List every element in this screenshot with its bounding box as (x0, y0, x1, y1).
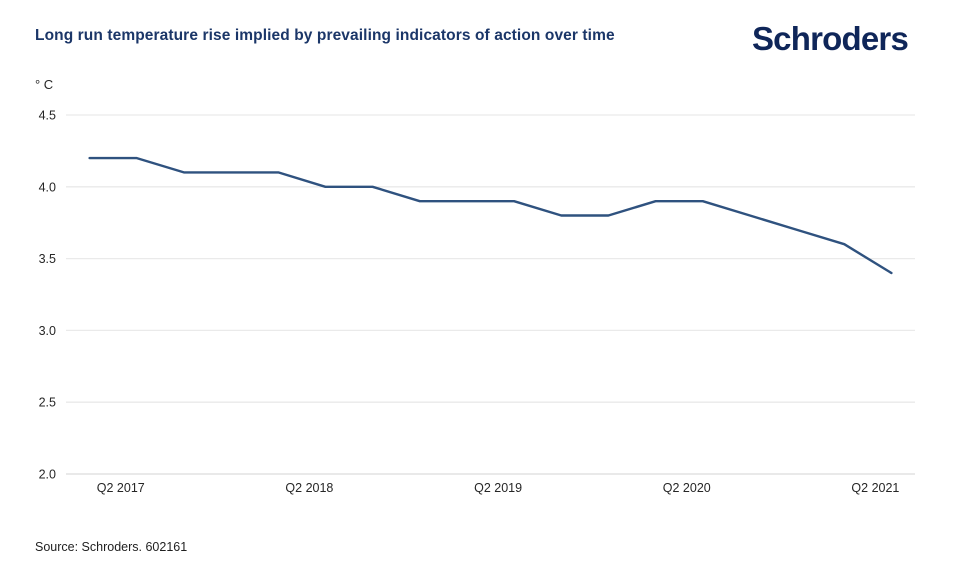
page-title: Long run temperature rise implied by pre… (35, 27, 615, 44)
x-axis-tick-label: Q2 2018 (285, 481, 333, 495)
x-axis-tick-label: Q2 2020 (663, 481, 711, 495)
source-note: Source: Schroders. 602161 (35, 540, 188, 554)
y-axis-tick-label: 2.5 (39, 396, 56, 410)
x-axis-tick-label: Q2 2019 (474, 481, 522, 495)
y-axis-tick-label: 4.0 (39, 180, 56, 194)
y-axis-tick-label: 3.5 (39, 252, 56, 266)
x-axis-tick-label: Q2 2017 (97, 481, 145, 495)
x-axis-tick-label: Q2 2021 (851, 481, 899, 495)
schroders-logo: Schroders (751, 20, 909, 57)
y-axis-tick-label: 3.0 (39, 324, 56, 338)
y-axis-unit-label: ° C (35, 77, 54, 92)
y-axis-tick-label: 2.0 (39, 468, 56, 482)
y-axis-tick-label: 4.5 (39, 109, 56, 123)
temperature-data-line (88, 156, 893, 275)
